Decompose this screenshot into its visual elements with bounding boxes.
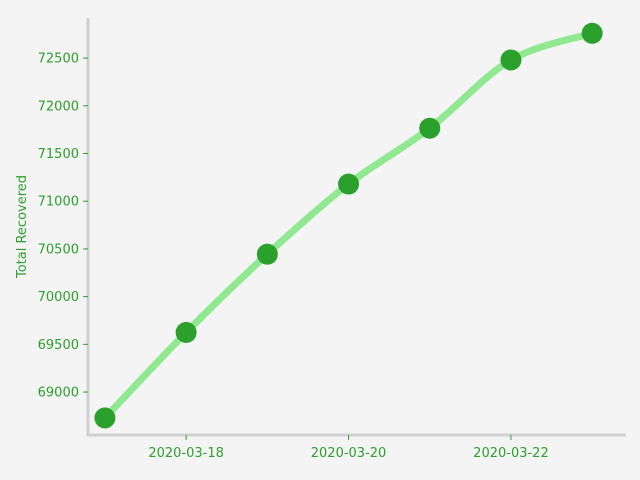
- x-tick-label: 2020-03-18: [148, 446, 224, 461]
- data-point: [256, 243, 278, 265]
- y-tick-label: 72500: [38, 52, 79, 67]
- y-tick-label: 71000: [38, 195, 79, 210]
- x-tick-label: 2020-03-22: [473, 446, 549, 461]
- y-axis-ticks: 69000 69500 70000 70500 71000 71500 72000 72500: [38, 52, 88, 401]
- y-tick-label: 71500: [38, 147, 79, 162]
- data-markers: [94, 22, 603, 429]
- data-point: [175, 321, 197, 343]
- data-point: [94, 407, 116, 429]
- data-point: [419, 117, 441, 139]
- x-tick-label: 2020-03-20: [311, 446, 387, 461]
- y-tick-label: 72000: [38, 99, 79, 114]
- y-axis-title: Total Recovered: [15, 175, 30, 279]
- series-line: [101, 29, 596, 422]
- y-tick-label: 69500: [38, 338, 79, 353]
- y-tick-label: 70500: [38, 242, 79, 257]
- plot-area: [94, 22, 603, 429]
- data-point: [338, 173, 360, 195]
- y-tick-label: 69000: [38, 386, 79, 401]
- x-axis-ticks: 2020-03-18 2020-03-20 2020-03-22: [148, 435, 549, 461]
- y-tick-label: 70000: [38, 290, 79, 305]
- data-point: [500, 49, 522, 71]
- data-point: [581, 22, 603, 44]
